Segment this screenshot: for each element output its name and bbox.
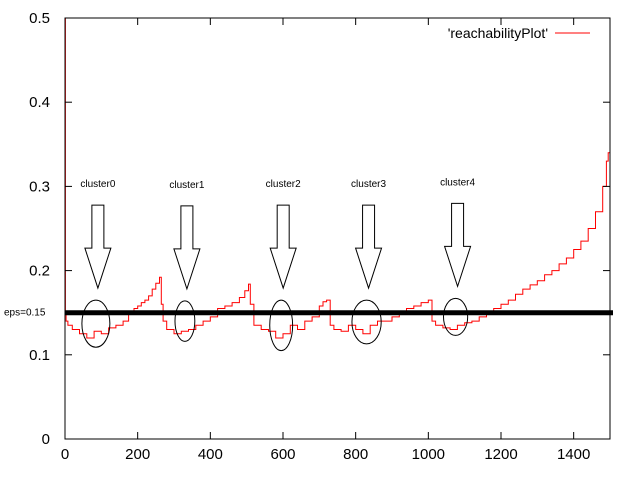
eps-label: eps=0.15 [4,308,46,319]
cluster-arrow [84,204,112,290]
cluster-ellipse [443,297,469,336]
plot-frame [64,17,611,440]
cluster-arrow [443,202,472,289]
cluster-label: cluster2 [266,179,301,190]
x-tick-label: 400 [198,446,223,463]
y-tick-label: 0.4 [29,94,50,111]
cluster-label: cluster0 [80,179,115,190]
y-tick-label: 0.5 [29,10,50,27]
y-tick-label: 0 [42,431,50,448]
cluster-label: cluster1 [169,180,204,191]
reachability-line [65,18,610,339]
x-tick-label: 1400 [557,446,590,463]
x-tick-label: 1200 [484,446,517,463]
x-tick-label: 200 [125,446,150,463]
x-tick-label: 0 [61,446,69,463]
legend: 'reachabilityPlot' [448,25,590,41]
cluster-ellipse [174,300,196,342]
cluster-ellipse [269,299,294,352]
cluster-arrow [173,205,201,291]
y-tick-label: 0.3 [29,178,50,195]
x-tick-label: 800 [343,446,368,463]
cluster-label: cluster4 [440,177,475,188]
cluster-label: cluster3 [351,179,386,190]
y-tick-label: 0.2 [29,263,50,280]
legend-label: 'reachabilityPlot' [448,25,548,41]
cluster-arrow [354,204,383,290]
cluster-ellipse [351,299,382,345]
cluster-arrow [269,204,297,290]
x-tick-label: 1000 [412,446,445,463]
cluster-ellipse [81,299,111,348]
x-tick-label: 600 [270,446,295,463]
y-tick-label: 0.1 [29,347,50,364]
